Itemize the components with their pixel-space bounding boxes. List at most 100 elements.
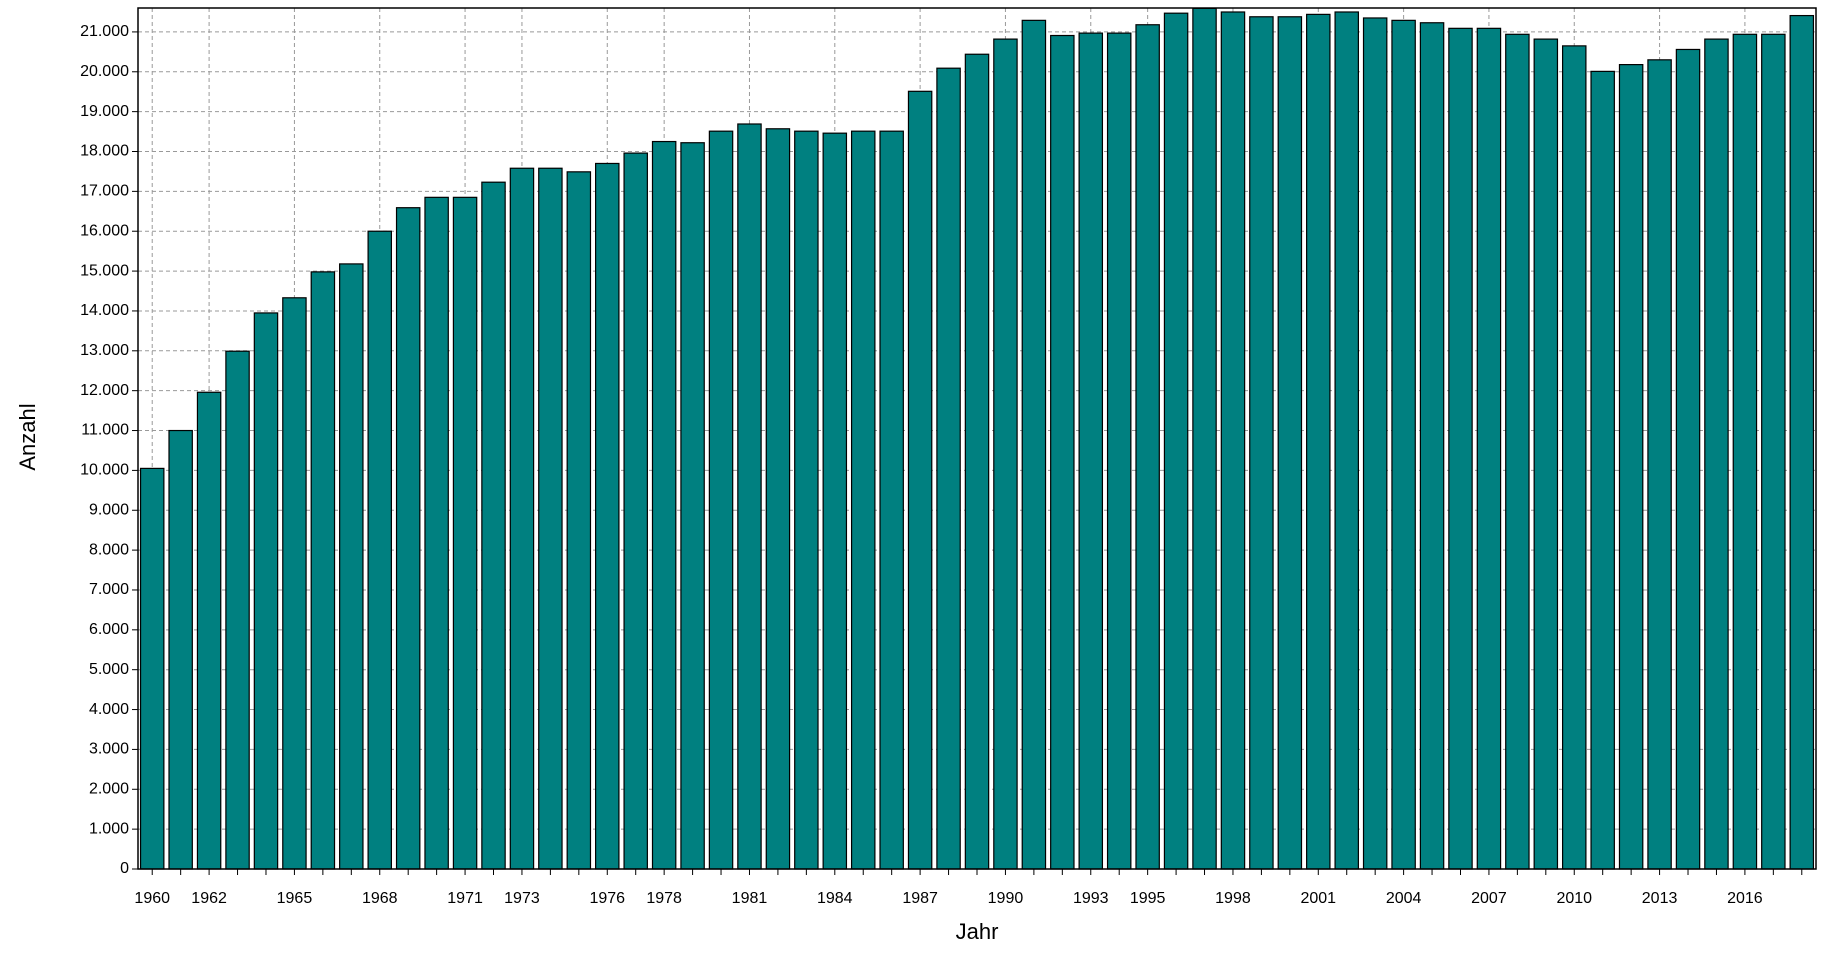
bar (1021, 19, 1047, 870)
bar (481, 181, 506, 870)
x-tick-label: 1971 (447, 890, 483, 907)
bar (1533, 38, 1559, 870)
bar (282, 297, 307, 870)
y-tick-label: 17.000 (80, 183, 129, 200)
bar (1277, 16, 1303, 870)
y-tick-label: 9.000 (89, 501, 129, 518)
bar (1476, 27, 1502, 870)
y-tick-label: 11.000 (81, 422, 129, 439)
y-tick-label: 7.000 (89, 581, 129, 598)
bar (1362, 17, 1388, 870)
bar (1675, 48, 1701, 870)
bar (538, 167, 563, 870)
bar (850, 130, 876, 870)
bar (1306, 13, 1331, 870)
bar (1704, 38, 1729, 870)
bar (737, 123, 762, 870)
bar (1135, 24, 1160, 870)
bar (1505, 33, 1530, 870)
bar (1732, 33, 1758, 870)
bar (1334, 11, 1359, 870)
bar (395, 207, 421, 870)
x-tick-label: 2007 (1471, 890, 1507, 907)
bar (1419, 22, 1445, 870)
x-tick-label: 1990 (988, 890, 1024, 907)
bar (680, 142, 705, 870)
bar (936, 67, 961, 870)
bar (794, 130, 819, 870)
x-tick-label: 1984 (817, 890, 853, 907)
bar (452, 196, 478, 870)
y-tick-label: 14.000 (80, 302, 129, 319)
bar (1647, 59, 1672, 870)
bar (993, 38, 1018, 870)
bar (1192, 7, 1217, 870)
x-tick-label: 2016 (1727, 890, 1763, 907)
x-tick-label: 1976 (589, 890, 625, 907)
x-tick-label: 1993 (1073, 890, 1109, 907)
bar (1050, 34, 1075, 870)
x-tick-label: 2013 (1642, 890, 1678, 907)
bar (339, 263, 364, 870)
bar (708, 130, 734, 870)
y-tick-label: 19.000 (80, 103, 129, 120)
bar (196, 391, 222, 870)
y-tick-label: 10.000 (80, 462, 129, 479)
x-tick-label: 1973 (504, 890, 540, 907)
bar (879, 130, 904, 870)
bar (1561, 45, 1587, 870)
bar (822, 132, 848, 870)
y-tick-label: 12.000 (80, 382, 129, 399)
bar (1789, 14, 1815, 870)
bar (651, 140, 677, 870)
x-tick-label: 1962 (191, 890, 227, 907)
x-tick-label: 1998 (1215, 890, 1251, 907)
bar (1448, 27, 1473, 870)
y-tick-label: 2.000 (89, 780, 129, 797)
y-tick-label: 21.000 (80, 23, 129, 40)
y-tick-label: 18.000 (80, 143, 129, 160)
bar (1590, 70, 1615, 870)
bar (367, 230, 393, 870)
x-tick-label: 1981 (732, 890, 768, 907)
plot-frame (137, 7, 1817, 870)
x-tick-label: 1968 (362, 890, 398, 907)
y-tick-label: 16.000 (80, 222, 129, 239)
y-tick-label: 6.000 (89, 621, 129, 638)
x-tick-label: 1987 (902, 890, 938, 907)
bar (765, 128, 791, 870)
bar (1163, 12, 1189, 870)
y-tick-label: 3.000 (89, 741, 129, 758)
bar (964, 53, 990, 870)
x-tick-label: 1965 (277, 890, 313, 907)
y-tick-label: 0 (120, 860, 129, 877)
bar (566, 171, 592, 870)
bar (225, 350, 250, 870)
bar (1391, 19, 1416, 870)
bar (1078, 32, 1104, 870)
bar (1106, 32, 1132, 870)
x-axis-title: Jahr (956, 919, 999, 944)
x-tick-label: 2010 (1556, 890, 1592, 907)
bar (509, 167, 535, 870)
x-tick-label: 2004 (1386, 890, 1422, 907)
y-tick-label: 5.000 (89, 661, 129, 678)
y-axis-title: Anzahl (15, 403, 40, 470)
bar (595, 162, 620, 870)
bar (623, 152, 648, 870)
x-tick-label: 1960 (134, 890, 170, 907)
y-tick-label: 4.000 (89, 701, 129, 718)
bar (1618, 64, 1644, 870)
bar (168, 429, 193, 870)
x-tick-label: 1995 (1130, 890, 1166, 907)
bar (139, 467, 165, 870)
y-tick-label: 20.000 (80, 63, 129, 80)
bar (424, 196, 449, 870)
bar (907, 90, 933, 870)
y-tick-label: 8.000 (89, 541, 129, 558)
y-tick-label: 15.000 (80, 262, 129, 279)
y-tick-label: 13.000 (80, 342, 129, 359)
bar (1249, 16, 1274, 870)
